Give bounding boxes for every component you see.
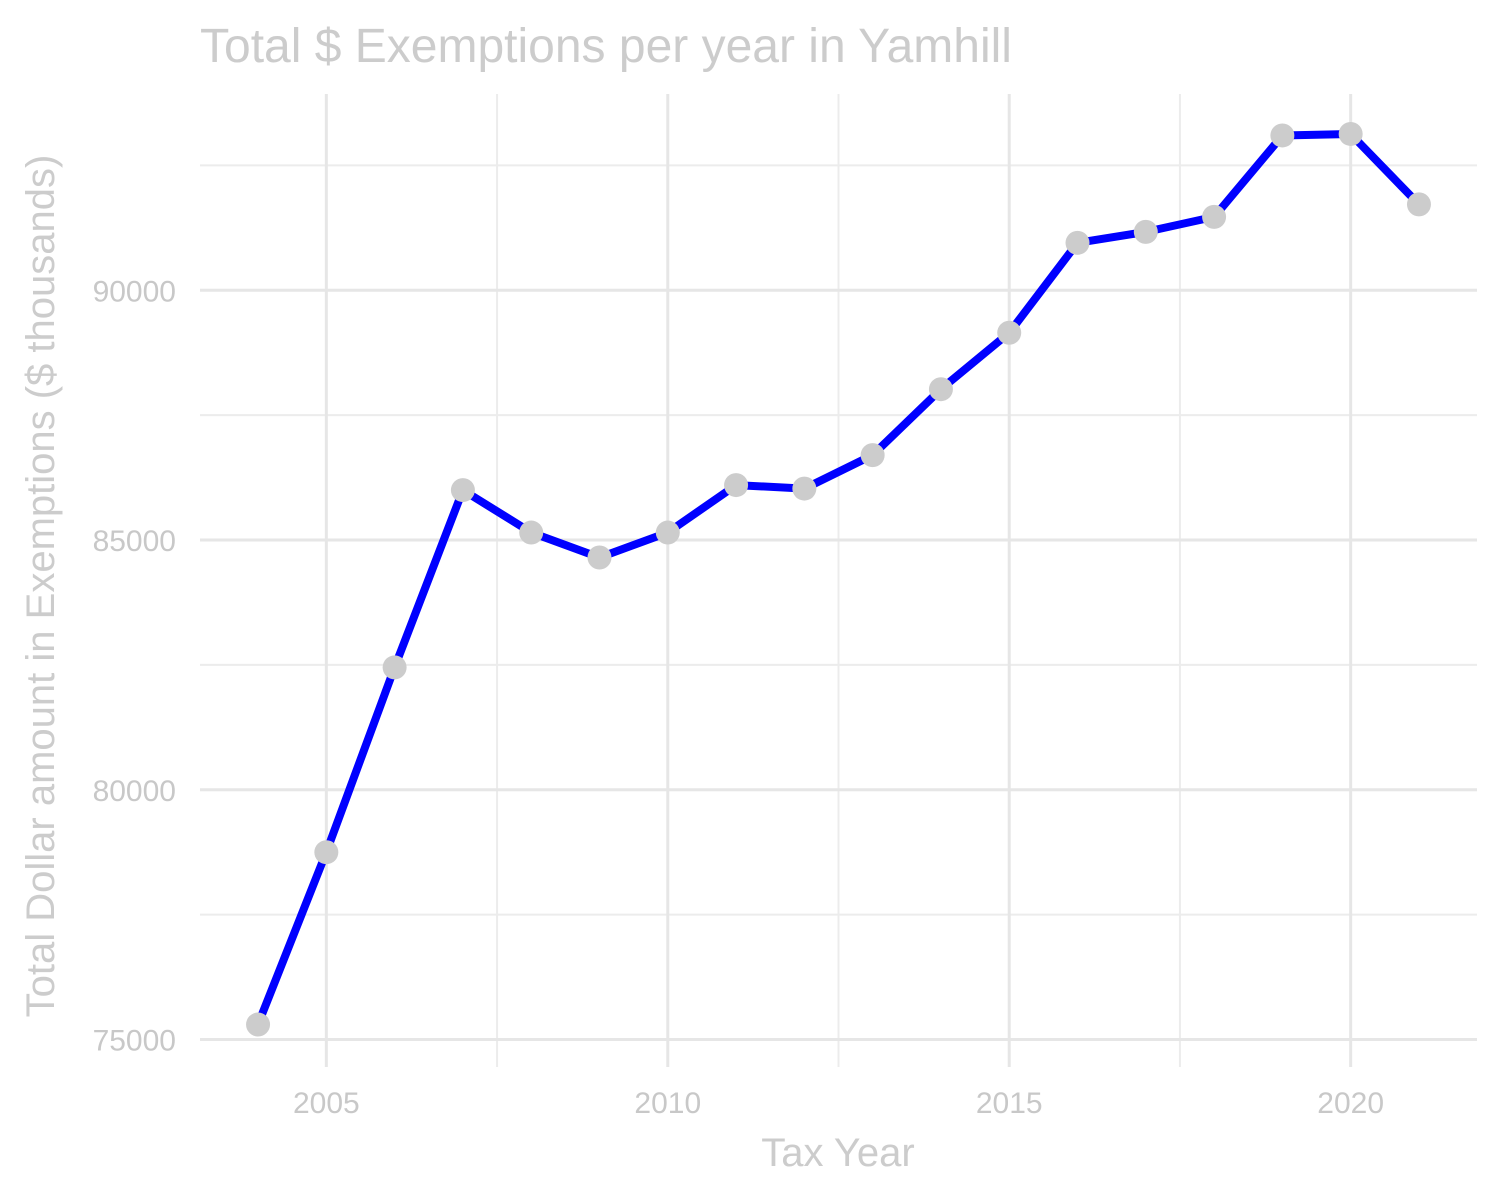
- data-point: [928, 377, 953, 402]
- data-point: [450, 478, 475, 503]
- x-axis-title: Tax Year: [761, 1131, 914, 1175]
- x-axis-ticks: 2005 2010 2015 2020: [293, 1087, 1384, 1120]
- data-point: [382, 655, 407, 680]
- data-point: [246, 1012, 271, 1037]
- data-point: [997, 320, 1022, 345]
- data-point: [655, 520, 680, 545]
- y-axis-title: Total Dollar amount in Exemptions ($ tho…: [19, 155, 63, 1018]
- x-tick-label: 2020: [1317, 1087, 1384, 1120]
- data-point: [1338, 121, 1363, 146]
- y-tick-label: 85000: [93, 525, 176, 558]
- data-point: [1065, 230, 1090, 255]
- data-point: [314, 840, 339, 865]
- data-point: [1202, 204, 1227, 229]
- x-tick-label: 2005: [293, 1087, 360, 1120]
- data-point: [792, 476, 817, 501]
- series-line-group: [254, 130, 1422, 1026]
- data-point: [1406, 192, 1431, 217]
- chart-title: Total $ Exemptions per year in Yamhill: [200, 20, 1012, 73]
- data-points-group: [246, 121, 1431, 1037]
- data-point: [519, 520, 544, 545]
- x-tick-label: 2010: [634, 1087, 701, 1120]
- data-point: [724, 473, 749, 498]
- x-tick-label: 2015: [976, 1087, 1043, 1120]
- grid-lines: [200, 94, 1477, 1067]
- y-tick-label: 75000: [93, 1025, 176, 1058]
- y-tick-label: 80000: [93, 775, 176, 808]
- y-axis-ticks: 75000 80000 85000 90000: [93, 275, 176, 1057]
- data-point: [860, 443, 885, 468]
- data-point: [1270, 123, 1295, 148]
- data-point: [1133, 219, 1158, 244]
- y-tick-label: 90000: [93, 275, 176, 308]
- data-point: [587, 545, 612, 570]
- series-line: [254, 130, 1422, 1026]
